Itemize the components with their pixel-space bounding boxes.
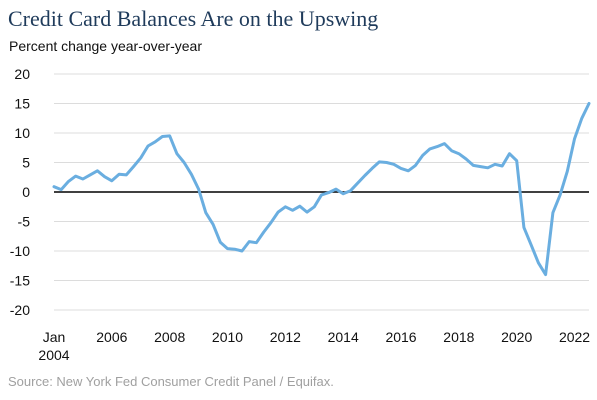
x-tick-label-3: 2010 [212,329,243,345]
x-axis: Jan 2004 2006 2008 2010 2012 2014 2016 2018 2020 2… [38,329,590,363]
y-tick-label-5: -5 [18,214,31,230]
x-tick-label-6: 2016 [385,329,416,345]
x-tick-label-1: 2006 [96,329,127,345]
chart-source: Source: New York Fed Consumer Credit Pan… [8,374,334,389]
y-tick-label-6: -10 [10,243,30,259]
x-tick-label-8: 2020 [501,329,532,345]
y-tick-label-1: 15 [14,96,30,112]
y-tick-label-0: 20 [14,66,30,82]
y-tick-label-8: -20 [10,302,30,318]
x-tick-label-7: 2018 [443,329,474,345]
y-tick-label-2: 10 [14,125,30,141]
x-tick-label-2: 2008 [154,329,185,345]
y-tick-label-7: -15 [10,273,30,289]
series-layer [52,102,591,277]
y-tick-label-3: 5 [22,155,30,171]
chart-title: Credit Card Balances Are on the Upswing [8,6,379,31]
x-tick-label-0-line2: 2004 [38,347,69,363]
x-tick-label-9: 2022 [559,329,590,345]
chart-subtitle: Percent change year-over-year [9,38,202,54]
series-line-0 [52,102,591,277]
x-tick-label-4: 2012 [270,329,301,345]
y-axis: 20 15 10 5 0 -5 -10 -15 -20 [10,66,30,318]
grid-layer [54,73,589,311]
x-tick-label-5: 2014 [328,329,359,345]
x-tick-label-0: Jan [43,329,66,345]
line-chart: 20 15 10 5 0 -5 -10 -15 -20 Jan 2004 2006 2008 2010 2… [10,66,591,363]
y-tick-label-4: 0 [22,184,30,200]
